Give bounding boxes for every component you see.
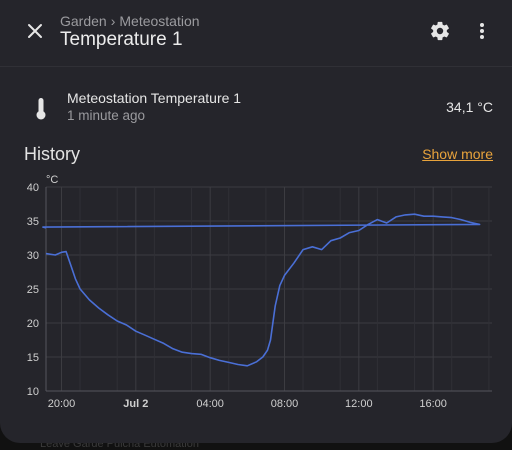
- x-tick-label: 08:00: [271, 398, 299, 410]
- y-axis-label: °C: [46, 174, 58, 186]
- breadcrumb: Garden › Meteostation: [60, 13, 200, 29]
- x-tick-label: Jul 2: [123, 398, 148, 410]
- y-tick-label: 25: [27, 284, 39, 296]
- y-tick-label: 35: [27, 216, 39, 228]
- more-vertical-icon: [480, 23, 484, 39]
- dialog-title: Temperature 1: [60, 29, 183, 50]
- entity-last-changed: 1 minute ago: [67, 108, 146, 123]
- settings-button[interactable]: [422, 13, 458, 49]
- history-title: History: [24, 144, 81, 164]
- temperature-series-line: [42, 213, 481, 367]
- close-icon: [28, 24, 42, 38]
- breadcrumb-separator: ›: [110, 13, 116, 29]
- more-options-button[interactable]: [464, 13, 500, 49]
- history-chart[interactable]: 10 15 20 25 30 35 40 °C 20:00 Jul 2 04:00 08:00 12:0…: [0, 168, 512, 418]
- breadcrumb-area[interactable]: Garden: [60, 13, 107, 29]
- entity-name: Meteostation Temperature 1: [67, 90, 242, 106]
- y-tick-label: 30: [27, 250, 39, 262]
- close-button[interactable]: [17, 13, 53, 49]
- breadcrumb-device[interactable]: Meteostation: [119, 13, 200, 29]
- entity-state: 34,1 °C: [446, 99, 493, 115]
- y-tick-label: 40: [27, 182, 39, 194]
- x-tick-label: 20:00: [48, 398, 76, 410]
- show-more-link[interactable]: Show more: [422, 146, 493, 162]
- entity-row[interactable]: Meteostation Temperature 1 1 minute ago …: [0, 80, 512, 136]
- x-tick-label: 04:00: [196, 398, 224, 410]
- y-tick-label: 10: [27, 386, 39, 398]
- header-divider: [0, 66, 512, 67]
- x-tick-label: 16:00: [419, 398, 447, 410]
- x-tick-label: 12:00: [345, 398, 373, 410]
- thermometer-icon: [36, 98, 46, 120]
- y-tick-label: 20: [27, 318, 39, 330]
- gear-icon: [431, 21, 449, 41]
- y-tick-label: 15: [27, 352, 39, 364]
